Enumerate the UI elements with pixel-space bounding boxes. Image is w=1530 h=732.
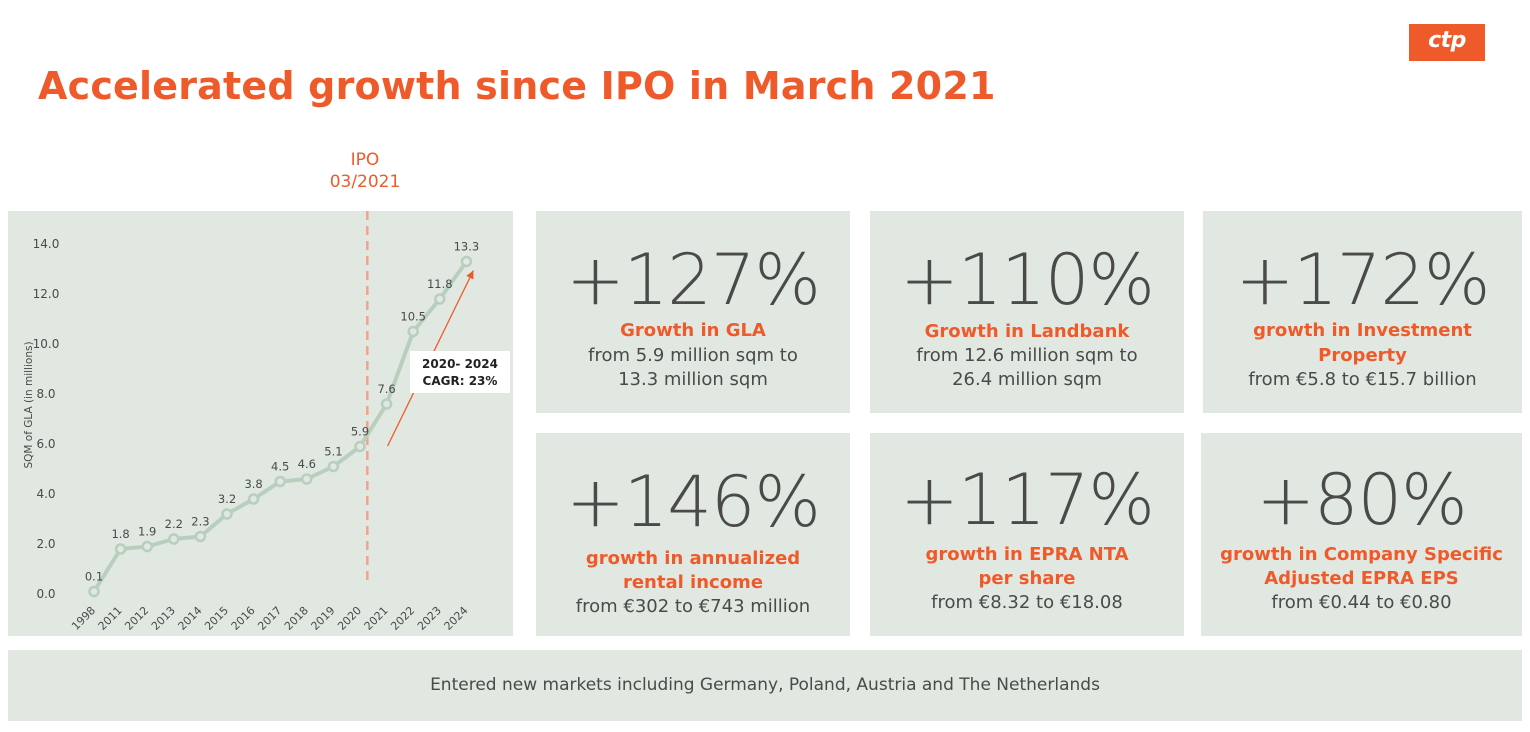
card-highlight: growth in Company Specific <box>1220 544 1503 565</box>
data-label: 4.6 <box>298 457 316 471</box>
card-sub-line: from 5.9 million sqm to <box>588 345 798 366</box>
cagr-value-label: CAGR: 23% <box>423 374 498 388</box>
card-sub-line: from €302 to €743 million <box>575 596 811 617</box>
card-highlight: Adjusted EPRA EPS <box>1264 568 1459 589</box>
x-tick-label: 2022 <box>388 604 417 633</box>
data-point <box>114 543 127 555</box>
x-tick-label: 2024 <box>442 604 471 633</box>
x-tick-label: 1998 <box>69 604 98 633</box>
card-sub-line: from €5.8 to €15.7 billion <box>1248 369 1477 390</box>
data-point <box>247 493 260 505</box>
card-rental-income-growth: +146% growth in annualized rental income… <box>536 433 850 636</box>
data-label: 10.5 <box>400 310 426 324</box>
gla-line-chart: SQM of GLA (in millions) 0.0 2.0 4.0 6.0 8.0 1… <box>23 211 510 633</box>
x-tick-label: 2012 <box>122 604 151 633</box>
data-label: 0.1 <box>85 570 103 584</box>
x-tick-label: 2011 <box>96 604 125 633</box>
data-label: 1.9 <box>138 525 156 539</box>
data-point <box>88 585 100 598</box>
data-point <box>194 530 207 543</box>
ctp-logo: ctp <box>1409 24 1485 61</box>
chart-panel: SQM of GLA (in millions) 0.0 2.0 4.0 6.0 8.0 1… <box>8 211 513 636</box>
card-highlight: per share <box>978 568 1076 589</box>
card-big-value: +110% <box>900 239 1155 321</box>
data-label: 13.3 <box>454 240 480 254</box>
card-investment-property-growth: +172% growth in Investment Property from… <box>1203 211 1522 413</box>
card-gla-growth: +127% Growth in GLA from 5.9 million sqm… <box>536 211 850 413</box>
data-label: 1.8 <box>111 527 129 541</box>
page-title: Accelerated growth since IPO in March 20… <box>38 64 996 108</box>
card-highlight: growth in EPRA NTA <box>925 544 1129 565</box>
data-label: 7.6 <box>377 382 395 396</box>
card-sub-line: from €0.44 to €0.80 <box>1271 592 1452 613</box>
card-sub-line: 13.3 million sqm <box>618 369 768 390</box>
data-point <box>301 473 313 485</box>
x-tick-label: 2020 <box>335 604 364 633</box>
card-big-value: +117% <box>900 459 1155 541</box>
cagr-box <box>410 351 510 393</box>
card-big-value: +146% <box>566 461 821 543</box>
data-label: 2.2 <box>165 517 183 531</box>
y-tick-label: 14.0 <box>33 237 60 251</box>
data-label: 2.3 <box>191 515 209 529</box>
data-point <box>141 540 153 553</box>
y-tick-label: 8.0 <box>36 387 55 401</box>
y-axis-title: SQM of GLA (in millions) <box>23 341 35 468</box>
x-tick-label: 2017 <box>255 604 284 633</box>
data-point <box>407 325 419 338</box>
x-tick-label: 2014 <box>176 604 205 633</box>
data-label: 3.2 <box>218 492 236 506</box>
data-point <box>354 440 366 453</box>
card-landbank-growth: +110% Growth in Landbank from 12.6 milli… <box>870 211 1184 413</box>
data-point <box>274 475 286 488</box>
card-big-value: +80% <box>1256 459 1467 541</box>
x-tick-label: 2013 <box>149 604 178 633</box>
data-point <box>327 460 340 473</box>
x-tick-label: 2019 <box>309 604 338 633</box>
data-label: 5.1 <box>324 445 342 459</box>
card-big-value: +127% <box>566 239 821 321</box>
x-tick-label: 2021 <box>362 604 391 633</box>
card-sub-line: 26.4 million sqm <box>952 369 1102 390</box>
data-point <box>380 398 393 410</box>
data-point <box>221 508 233 520</box>
data-label: 5.9 <box>351 425 369 439</box>
data-point <box>460 255 473 268</box>
data-label: 11.8 <box>427 277 453 291</box>
card-highlight: Growth in Landbank <box>924 321 1130 342</box>
x-tick-label: 2015 <box>202 604 231 633</box>
logo-text: ctp <box>1428 28 1466 53</box>
card-sub-line: from €8.32 to €18.08 <box>931 592 1123 613</box>
data-point <box>168 533 180 545</box>
cagr-period-label: 2020- 2024 <box>422 357 498 371</box>
data-label: 3.8 <box>244 477 262 491</box>
x-tick-label: 2018 <box>282 604 311 633</box>
card-highlight: Property <box>1318 345 1407 366</box>
card-sub-line: from 12.6 million sqm to <box>916 345 1138 366</box>
data-label: 4.5 <box>271 460 289 474</box>
card-highlight: growth in Investment <box>1253 320 1472 341</box>
card-epra-nta-growth: +117% growth in EPRA NTA per share from … <box>870 433 1184 636</box>
y-tick-label: 10.0 <box>33 337 60 351</box>
card-epra-eps-growth: +80% growth in Company Specific Adjusted… <box>1201 433 1522 636</box>
card-highlight: Growth in GLA <box>620 320 766 341</box>
cagr-arrowhead <box>466 270 474 280</box>
y-tick-label: 4.0 <box>36 487 55 501</box>
y-tick-label: 0.0 <box>36 587 55 601</box>
x-tick-label: 2023 <box>415 604 444 633</box>
ipo-label: IPO <box>350 150 380 170</box>
y-tick-label: 2.0 <box>36 537 55 551</box>
ipo-date-label: 03/2021 <box>329 172 401 192</box>
footer-banner: Entered new markets including Germany, P… <box>8 650 1522 721</box>
y-tick-label: 6.0 <box>36 437 55 451</box>
card-big-value: +172% <box>1235 239 1491 321</box>
y-tick-label: 12.0 <box>33 287 60 301</box>
data-point <box>434 293 446 305</box>
x-tick-label: 2016 <box>229 604 258 633</box>
card-highlight: rental income <box>622 572 764 593</box>
card-highlight: growth in annualized <box>585 548 801 569</box>
